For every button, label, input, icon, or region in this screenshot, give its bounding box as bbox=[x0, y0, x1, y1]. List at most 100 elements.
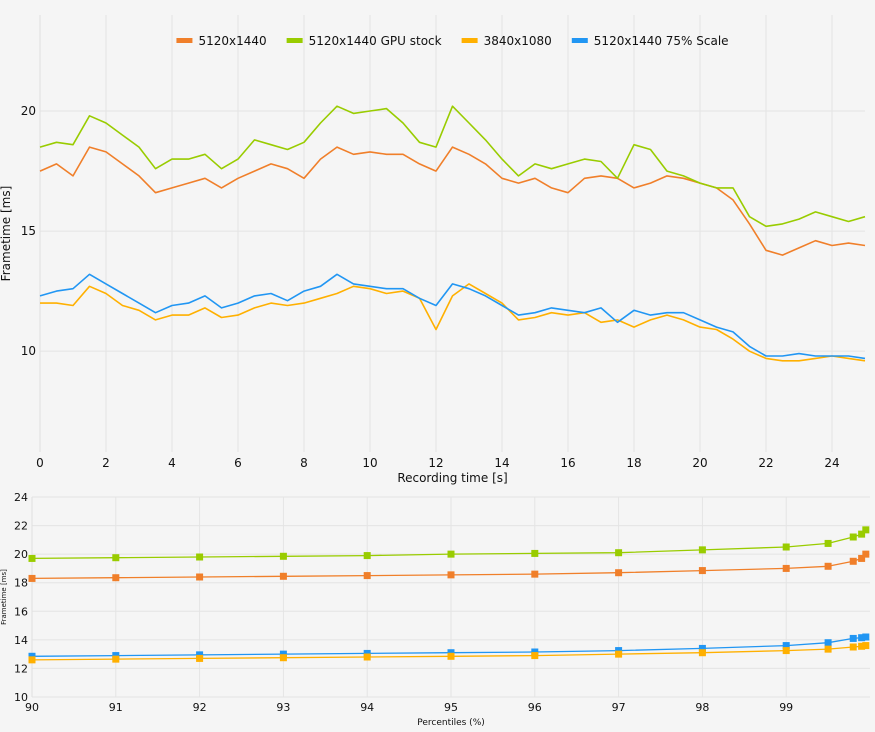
data-point-5120x1440-gpu-stock bbox=[112, 554, 120, 562]
legend-label-5120x1440-75-scale: 5120x1440 75% Scale bbox=[594, 34, 729, 48]
series-line-3840x1080 bbox=[40, 283, 866, 362]
series-line-5120x1440 bbox=[39, 146, 866, 256]
x-tick-label: 4 bbox=[168, 456, 176, 470]
x-tick-label: 96 bbox=[528, 701, 542, 714]
data-point-5120x1440-gpu-stock bbox=[698, 546, 706, 554]
data-point-5120x1440-75-scale bbox=[698, 644, 706, 652]
data-point-5120x1440 bbox=[858, 554, 866, 562]
x-tick-label: 0 bbox=[36, 456, 44, 470]
x-tick-label: 91 bbox=[109, 701, 123, 714]
x-tick-label: 10 bbox=[362, 456, 377, 470]
data-point-3840x1080 bbox=[531, 652, 539, 660]
y-tick-label: 10 bbox=[14, 691, 28, 704]
data-point-5120x1440 bbox=[28, 574, 36, 582]
data-point-5120x1440-75-scale bbox=[28, 652, 36, 660]
data-point-3840x1080 bbox=[112, 655, 120, 663]
y-tick-label: 16 bbox=[14, 605, 28, 618]
y-tick-label: 20 bbox=[14, 548, 28, 561]
data-point-5120x1440 bbox=[824, 562, 832, 570]
data-point-3840x1080 bbox=[615, 650, 623, 658]
data-point-5120x1440-gpu-stock bbox=[862, 526, 870, 534]
x-tick-label: 99 bbox=[779, 701, 793, 714]
y-tick-label: 22 bbox=[14, 520, 28, 533]
x-tick-label: 22 bbox=[758, 456, 773, 470]
y-tick-label: 10 bbox=[21, 344, 36, 358]
data-point-5120x1440 bbox=[782, 564, 790, 572]
data-point-3840x1080 bbox=[858, 642, 866, 650]
x-tick-label: 14 bbox=[494, 456, 509, 470]
data-point-3840x1080 bbox=[279, 654, 287, 662]
data-point-5120x1440-75-scale bbox=[196, 651, 204, 659]
data-point-5120x1440-75-scale bbox=[615, 647, 623, 655]
x-tick-label: 92 bbox=[193, 701, 207, 714]
legend-swatch-3840x1080 bbox=[461, 38, 478, 43]
legend-label-5120x1440: 5120x1440 bbox=[198, 34, 266, 48]
data-point-3840x1080 bbox=[782, 647, 790, 655]
legend-label-5120x1440-gpu-stock: 5120x1440 GPU stock bbox=[309, 34, 442, 48]
x-tick-label: 20 bbox=[692, 456, 707, 470]
data-point-5120x1440-75-scale bbox=[363, 649, 371, 657]
data-point-5120x1440-75-scale bbox=[862, 633, 870, 641]
data-point-5120x1440-gpu-stock bbox=[28, 554, 36, 562]
series-line-5120x1440 bbox=[31, 553, 867, 580]
data-point-3840x1080 bbox=[862, 642, 870, 650]
data-point-5120x1440-gpu-stock bbox=[363, 552, 371, 560]
legend-swatch-5120x1440-75-scale bbox=[571, 38, 588, 43]
data-point-3840x1080 bbox=[196, 654, 204, 662]
x-tick-label: 12 bbox=[428, 456, 443, 470]
y-tick-label: 18 bbox=[14, 577, 28, 590]
data-point-5120x1440-gpu-stock bbox=[824, 539, 832, 547]
data-point-5120x1440 bbox=[112, 574, 120, 582]
x-axis-label: Recording time [s] bbox=[397, 471, 507, 485]
y-tick-label: 24 bbox=[14, 491, 28, 504]
data-point-5120x1440-gpu-stock bbox=[531, 549, 539, 557]
series-line-5120x1440-75-scale bbox=[39, 273, 866, 360]
x-tick-label: 24 bbox=[824, 456, 839, 470]
legend-swatch-5120x1440 bbox=[176, 38, 193, 43]
data-point-5120x1440 bbox=[196, 573, 204, 581]
data-point-5120x1440-75-scale bbox=[782, 642, 790, 650]
x-axis-label: Percentiles (%) bbox=[417, 718, 485, 728]
x-tick-label: 8 bbox=[300, 456, 308, 470]
data-point-5120x1440 bbox=[531, 570, 539, 578]
x-tick-label: 90 bbox=[25, 701, 39, 714]
data-point-5120x1440-gpu-stock bbox=[782, 543, 790, 551]
data-point-5120x1440-75-scale bbox=[112, 652, 120, 660]
series-line-5120x1440-75-scale bbox=[31, 636, 866, 657]
data-point-5120x1440 bbox=[279, 572, 287, 580]
x-tick-label: 93 bbox=[276, 701, 290, 714]
data-point-5120x1440-75-scale bbox=[824, 639, 832, 647]
data-point-5120x1440 bbox=[615, 569, 623, 577]
legend-label-3840x1080: 3840x1080 bbox=[484, 34, 552, 48]
x-tick-label: 2 bbox=[102, 456, 110, 470]
data-point-5120x1440-gpu-stock bbox=[447, 550, 455, 558]
data-point-5120x1440 bbox=[849, 557, 857, 565]
legend-swatch-5120x1440-gpu-stock bbox=[286, 38, 303, 43]
x-tick-label: 98 bbox=[695, 701, 709, 714]
x-tick-label: 95 bbox=[444, 701, 458, 714]
data-point-5120x1440-gpu-stock bbox=[279, 552, 287, 560]
x-tick-label: 97 bbox=[612, 701, 626, 714]
y-axis-label: Frametime [ms] bbox=[0, 186, 13, 282]
x-tick-label: 94 bbox=[360, 701, 374, 714]
data-point-5120x1440-gpu-stock bbox=[196, 553, 204, 561]
data-point-3840x1080 bbox=[363, 653, 371, 661]
x-tick-label: 6 bbox=[234, 456, 242, 470]
data-point-5120x1440-75-scale bbox=[279, 650, 287, 658]
y-tick-label: 20 bbox=[21, 104, 36, 118]
series-line-3840x1080 bbox=[31, 644, 866, 661]
data-point-5120x1440-75-scale bbox=[447, 649, 455, 657]
y-tick-label: 14 bbox=[14, 634, 28, 647]
data-point-5120x1440-gpu-stock bbox=[615, 549, 623, 557]
data-point-5120x1440 bbox=[862, 550, 870, 558]
data-point-5120x1440 bbox=[698, 567, 706, 575]
series-line-5120x1440-gpu-stock bbox=[31, 529, 867, 560]
x-tick-label: 18 bbox=[626, 456, 641, 470]
data-point-5120x1440-75-scale bbox=[858, 634, 866, 642]
series-line-5120x1440-gpu-stock bbox=[39, 105, 866, 228]
data-point-3840x1080 bbox=[698, 649, 706, 657]
data-point-3840x1080 bbox=[824, 645, 832, 653]
data-point-3840x1080 bbox=[447, 652, 455, 660]
data-point-3840x1080 bbox=[28, 656, 36, 664]
